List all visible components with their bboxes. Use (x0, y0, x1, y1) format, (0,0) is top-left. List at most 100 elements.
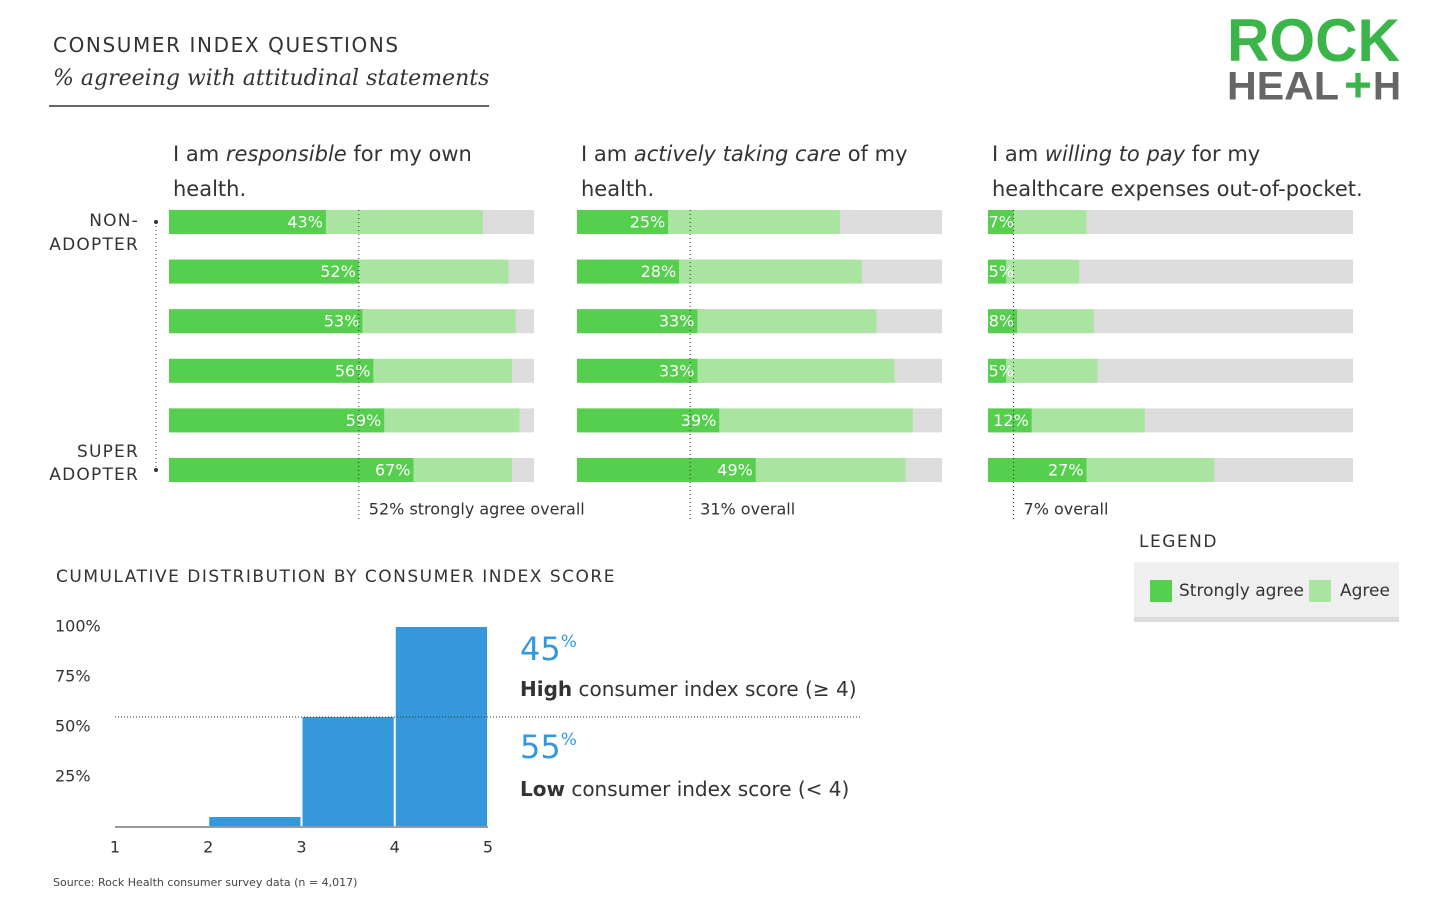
bar-segment (755, 458, 906, 482)
stat-emphasis: Low (520, 777, 565, 801)
stat-note: High consumer index score (≥ 4) (520, 677, 857, 701)
bar-segment (384, 408, 520, 433)
value-label: 33% (659, 312, 695, 331)
value-label: 7% (989, 213, 1014, 232)
bar-segment (697, 358, 895, 383)
bar-segment (413, 458, 513, 482)
logo-plus: + (1344, 60, 1372, 113)
bar-segment (988, 458, 1087, 482)
page-title: CONSUMER INDEX QUESTIONS (53, 33, 400, 57)
reference-label: 7% overall (1024, 500, 1109, 519)
reference-label: 52% strongly agree overall (369, 500, 585, 519)
chart-title: CUMULATIVE DISTRIBUTION BY CONSUMER INDE… (56, 567, 616, 587)
stat-emphasis: High (520, 677, 573, 701)
bar-segment (373, 358, 513, 383)
bar-segment (577, 210, 669, 234)
legend-swatch (1309, 580, 1331, 602)
bar (209, 817, 301, 827)
reference-label: 31% overall (700, 500, 795, 519)
scale-dot (154, 468, 158, 472)
bar-segment (988, 408, 1032, 433)
bar-segment (169, 259, 359, 284)
logo-h: H (1373, 65, 1401, 109)
stat-value: 55% (520, 728, 577, 766)
statement: I am actively taking care of my health. (581, 142, 908, 201)
legend-label: Agree (1340, 581, 1390, 601)
legend-label: Strongly agree (1179, 581, 1304, 601)
bar-segment (577, 458, 756, 482)
bar-segment (1006, 358, 1098, 383)
bar-segment (1017, 309, 1094, 334)
stat-value: 45% (520, 630, 577, 668)
bar-segment (1006, 259, 1080, 284)
value-label: 12% (993, 411, 1029, 430)
value-label: 59% (346, 411, 382, 430)
bar-segment (988, 358, 1007, 383)
logo-heal: HEAL (1227, 65, 1339, 109)
bar-segment (169, 408, 385, 433)
bar (302, 717, 394, 827)
value-label: 39% (681, 411, 717, 430)
stat-text: consumer index score (≥ 4) (572, 677, 857, 701)
y-tick-label: 100% (55, 617, 101, 636)
value-label: 67% (375, 461, 411, 480)
bar-segment (988, 309, 1018, 334)
value-label: 53% (324, 312, 360, 331)
value-label: 5% (989, 361, 1014, 380)
scale-label: ADOPTER (49, 465, 139, 485)
scale-label: SUPER (77, 442, 139, 462)
y-tick-label: 25% (55, 767, 91, 786)
y-tick-label: 50% (55, 717, 91, 736)
scale-dot (154, 220, 158, 224)
bar-segment (169, 210, 326, 234)
bar-segment (577, 309, 698, 334)
value-label: 43% (287, 213, 323, 232)
x-tick-label: 4 (390, 838, 400, 857)
legend-title: LEGEND (1139, 532, 1218, 552)
value-label: 33% (659, 361, 695, 380)
page-subtitle: % agreeing with attitudinal statements (53, 66, 490, 91)
value-label: 5% (989, 262, 1014, 281)
value-label: 8% (989, 312, 1014, 331)
value-label: 27% (1048, 461, 1084, 480)
bar-segment (719, 408, 913, 433)
statement: I am responsible for my own health. (173, 142, 472, 201)
stat-note: Low consumer index score (< 4) (520, 777, 849, 801)
bar-segment (169, 458, 414, 482)
value-label: 28% (641, 262, 677, 281)
bar-segment (697, 309, 877, 334)
logo-rock: ROCK (1227, 7, 1400, 74)
stat-text: consumer index score (< 4) (564, 777, 850, 801)
bar-segment (668, 210, 840, 234)
bar-segment (362, 309, 516, 334)
scale-label: ADOPTER (49, 235, 139, 255)
value-label: 52% (320, 262, 356, 281)
x-tick-label: 1 (110, 838, 120, 857)
x-tick-label: 3 (296, 838, 306, 857)
bar-segment (577, 408, 720, 433)
bar (395, 627, 487, 827)
scale-label: NON- (89, 211, 139, 231)
bar-segment (1086, 458, 1215, 482)
bar-segment (577, 259, 680, 284)
x-tick-label: 2 (203, 838, 213, 857)
bar-segment (358, 259, 509, 284)
bar-segment (1031, 408, 1145, 433)
bar-segment (988, 259, 1007, 284)
value-label: 25% (630, 213, 666, 232)
source: Source: Rock Health consumer survey data… (53, 876, 357, 889)
bar-segment (1013, 210, 1087, 234)
bar-segment (679, 259, 862, 284)
value-label: 56% (335, 361, 371, 380)
bar-segment (169, 309, 363, 334)
x-tick-label: 5 (483, 838, 493, 857)
statement: I am willing to pay for my healthcare ex… (992, 142, 1363, 201)
legend-swatch (1150, 580, 1172, 602)
bar-segment (577, 358, 698, 383)
y-tick-label: 75% (55, 667, 91, 686)
bar-segment (325, 210, 483, 234)
value-label: 49% (717, 461, 753, 480)
bar-segment (169, 358, 374, 383)
